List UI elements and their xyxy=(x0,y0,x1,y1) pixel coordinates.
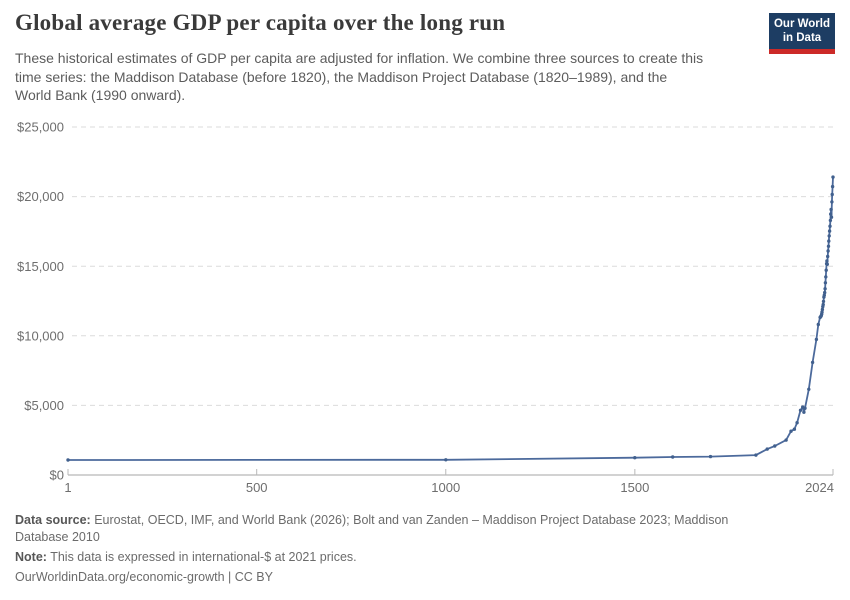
data-point[interactable] xyxy=(827,234,831,238)
data-point[interactable] xyxy=(824,268,828,272)
data-point[interactable] xyxy=(821,299,826,304)
data-point[interactable] xyxy=(792,427,797,431)
note-label: Note: xyxy=(15,550,47,564)
data-point[interactable] xyxy=(825,259,829,263)
data-point[interactable] xyxy=(826,249,830,253)
note-line: Note: This data is expressed in internat… xyxy=(15,549,755,566)
y-axis-label: $15,000 xyxy=(17,259,64,274)
y-axis-label: $10,000 xyxy=(17,328,64,343)
data-point[interactable] xyxy=(830,192,834,197)
data-point[interactable] xyxy=(829,207,833,212)
data-point[interactable] xyxy=(802,410,806,414)
data-point[interactable] xyxy=(828,218,833,223)
x-axis-label: 2024 xyxy=(805,480,834,495)
data-point[interactable] xyxy=(827,229,832,233)
data-point[interactable] xyxy=(810,360,815,365)
gdp-line[interactable] xyxy=(67,176,834,461)
x-axis-label: 1000 xyxy=(431,480,460,495)
data-point[interactable] xyxy=(795,421,799,425)
chart-footer: Data source: Eurostat, OECD, IMF, and Wo… xyxy=(15,512,755,589)
data-point[interactable] xyxy=(798,408,803,412)
data-point[interactable] xyxy=(773,444,777,448)
data-point[interactable] xyxy=(828,224,832,228)
data-point[interactable] xyxy=(825,262,829,266)
y-axis-label: $0 xyxy=(50,468,64,483)
data-point[interactable] xyxy=(765,447,769,451)
x-axis-label: 500 xyxy=(246,480,268,495)
data-point[interactable] xyxy=(784,438,788,442)
data-point[interactable] xyxy=(823,290,827,295)
y-axis-label: $20,000 xyxy=(17,189,64,204)
data-point[interactable] xyxy=(754,453,758,457)
citation-link[interactable]: OurWorldinData.org/economic-growth xyxy=(15,570,225,584)
data-point[interactable] xyxy=(823,287,827,291)
citation-license: | CC BY xyxy=(224,570,273,584)
data-source-text: Eurostat, OECD, IMF, and World Bank (202… xyxy=(15,513,729,544)
x-axis-label: 1500 xyxy=(620,480,649,495)
data-point[interactable] xyxy=(789,429,793,433)
data-point[interactable] xyxy=(708,454,713,459)
owid-logo[interactable]: Our World in Data xyxy=(769,13,835,54)
owid-logo-line1: Our World xyxy=(773,18,830,30)
data-point[interactable] xyxy=(66,458,70,462)
citation-line: OurWorldinData.org/economic-growth | CC … xyxy=(15,569,755,586)
data-point[interactable] xyxy=(816,322,820,327)
data-point[interactable] xyxy=(830,184,835,189)
data-source-line: Data source: Eurostat, OECD, IMF, and Wo… xyxy=(15,512,755,546)
data-point[interactable] xyxy=(814,337,819,342)
data-point[interactable] xyxy=(803,406,807,410)
data-point[interactable] xyxy=(822,293,826,297)
chart-subtitle: These historical estimates of GDP per ca… xyxy=(15,50,704,103)
data-point[interactable] xyxy=(830,200,834,204)
data-point[interactable] xyxy=(829,212,833,216)
x-axis-label: 1 xyxy=(64,480,71,495)
page-title: Global average GDP per capita over the l… xyxy=(15,10,506,35)
data-point[interactable] xyxy=(829,215,834,219)
data-point[interactable] xyxy=(826,244,831,248)
data-point[interactable] xyxy=(831,175,835,179)
data-point[interactable] xyxy=(824,275,828,279)
data-point[interactable] xyxy=(821,302,825,307)
data-point[interactable] xyxy=(827,239,831,243)
data-point[interactable] xyxy=(444,458,448,462)
owid-logo-line2: in Data xyxy=(782,31,822,44)
data-point[interactable] xyxy=(820,310,824,314)
note-text: This data is expressed in international-… xyxy=(50,550,357,564)
data-point[interactable] xyxy=(820,307,825,312)
data-point[interactable] xyxy=(671,455,675,459)
data-source-label: Data source: xyxy=(15,513,91,527)
y-axis-label: $5,000 xyxy=(24,398,64,413)
data-point[interactable] xyxy=(807,387,811,391)
y-axis-label: $25,000 xyxy=(17,120,64,135)
data-point[interactable] xyxy=(633,456,637,460)
data-point[interactable] xyxy=(823,281,828,285)
data-point[interactable] xyxy=(826,254,830,259)
